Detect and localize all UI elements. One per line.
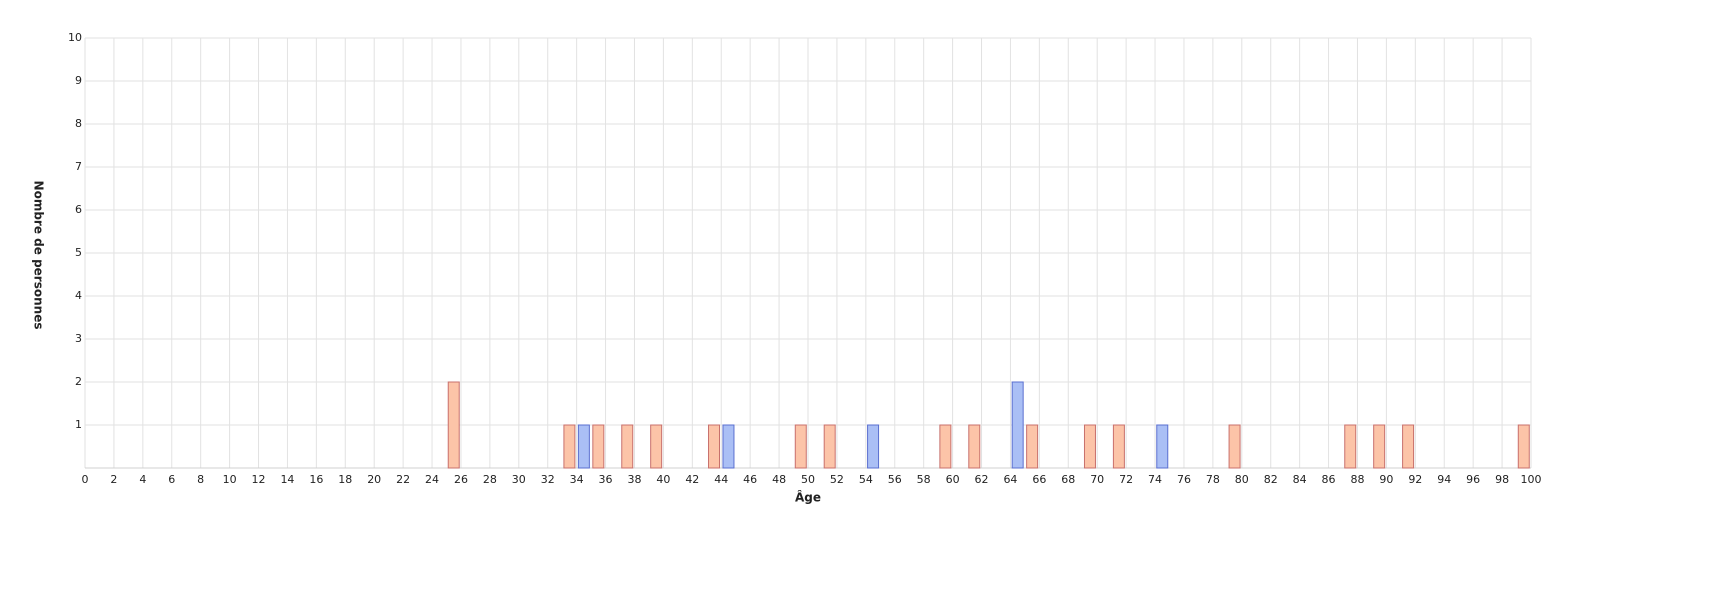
y-axis-label: Nombre de personnes: [32, 181, 46, 330]
bar: [1373, 424, 1386, 469]
x-tick-label: 48: [772, 473, 786, 486]
x-tick-label: 16: [309, 473, 323, 486]
x-tick-label: 46: [743, 473, 757, 486]
x-tick-label: 26: [454, 473, 468, 486]
bar: [1228, 424, 1241, 469]
bar: [1112, 424, 1125, 469]
y-tick-label: 4: [75, 289, 82, 302]
bar: [1517, 424, 1530, 469]
bar: [823, 424, 836, 469]
x-tick-label: 78: [1206, 473, 1220, 486]
x-tick-label: 42: [685, 473, 699, 486]
bar: [1156, 424, 1169, 469]
x-tick-label: 74: [1148, 473, 1162, 486]
bar: [1026, 424, 1039, 469]
bar: [577, 424, 590, 469]
x-tick-label: 32: [541, 473, 555, 486]
x-tick-label: 18: [338, 473, 352, 486]
x-tick-label: 66: [1032, 473, 1046, 486]
bar: [708, 424, 721, 469]
bar: [939, 424, 952, 469]
x-tick-label: 6: [168, 473, 175, 486]
y-tick-label: 2: [75, 375, 82, 388]
bar: [1344, 424, 1357, 469]
x-axis-label: Âge: [795, 490, 821, 505]
x-tick-label: 56: [888, 473, 902, 486]
x-tick-label: 40: [656, 473, 670, 486]
x-tick-label: 72: [1119, 473, 1133, 486]
x-tick-label: 94: [1437, 473, 1451, 486]
x-tick-label: 86: [1322, 473, 1336, 486]
bar: [563, 424, 576, 469]
x-tick-label: 96: [1466, 473, 1480, 486]
x-tick-label: 22: [396, 473, 410, 486]
bar: [1011, 381, 1024, 469]
bar: [968, 424, 981, 469]
bar: [447, 381, 460, 469]
x-tick-label: 28: [483, 473, 497, 486]
y-tick-label: 10: [68, 31, 82, 44]
bar: [592, 424, 605, 469]
x-tick-label: 58: [917, 473, 931, 486]
x-tick-label: 24: [425, 473, 439, 486]
x-tick-label: 64: [1003, 473, 1017, 486]
x-tick-label: 50: [801, 473, 815, 486]
bar: [650, 424, 663, 469]
x-tick-label: 60: [946, 473, 960, 486]
x-tick-label: 30: [512, 473, 526, 486]
bar: [867, 424, 880, 469]
x-tick-label: 76: [1177, 473, 1191, 486]
x-tick-label: 100: [1521, 473, 1542, 486]
y-tick-label: 7: [75, 160, 82, 173]
x-tick-label: 44: [714, 473, 728, 486]
y-tick-label: 1: [75, 418, 82, 431]
x-tick-label: 4: [139, 473, 146, 486]
x-tick-label: 92: [1408, 473, 1422, 486]
x-tick-label: 54: [859, 473, 873, 486]
bar: [794, 424, 807, 469]
x-tick-label: 52: [830, 473, 844, 486]
bar: [1402, 424, 1415, 469]
x-tick-label: 2: [110, 473, 117, 486]
x-tick-label: 98: [1495, 473, 1509, 486]
x-tick-label: 68: [1061, 473, 1075, 486]
bar: [621, 424, 634, 469]
x-tick-label: 70: [1090, 473, 1104, 486]
x-tick-label: 34: [570, 473, 584, 486]
x-tick-label: 90: [1379, 473, 1393, 486]
x-tick-label: 80: [1235, 473, 1249, 486]
x-tick-label: 88: [1350, 473, 1364, 486]
x-tick-label: 20: [367, 473, 381, 486]
x-tick-label: 0: [82, 473, 89, 486]
y-tick-label: 8: [75, 117, 82, 130]
x-tick-label: 84: [1293, 473, 1307, 486]
x-tick-label: 62: [975, 473, 989, 486]
x-tick-label: 82: [1264, 473, 1278, 486]
x-tick-label: 14: [280, 473, 294, 486]
y-tick-label: 6: [75, 203, 82, 216]
y-tick-label: 3: [75, 332, 82, 345]
x-tick-label: 38: [627, 473, 641, 486]
y-tick-label: 5: [75, 246, 82, 259]
x-tick-label: 12: [252, 473, 266, 486]
y-tick-label: 9: [75, 74, 82, 87]
x-tick-label: 10: [223, 473, 237, 486]
bar: [1083, 424, 1096, 469]
x-tick-label: 36: [599, 473, 613, 486]
bar: [722, 424, 735, 469]
x-tick-label: 8: [197, 473, 204, 486]
